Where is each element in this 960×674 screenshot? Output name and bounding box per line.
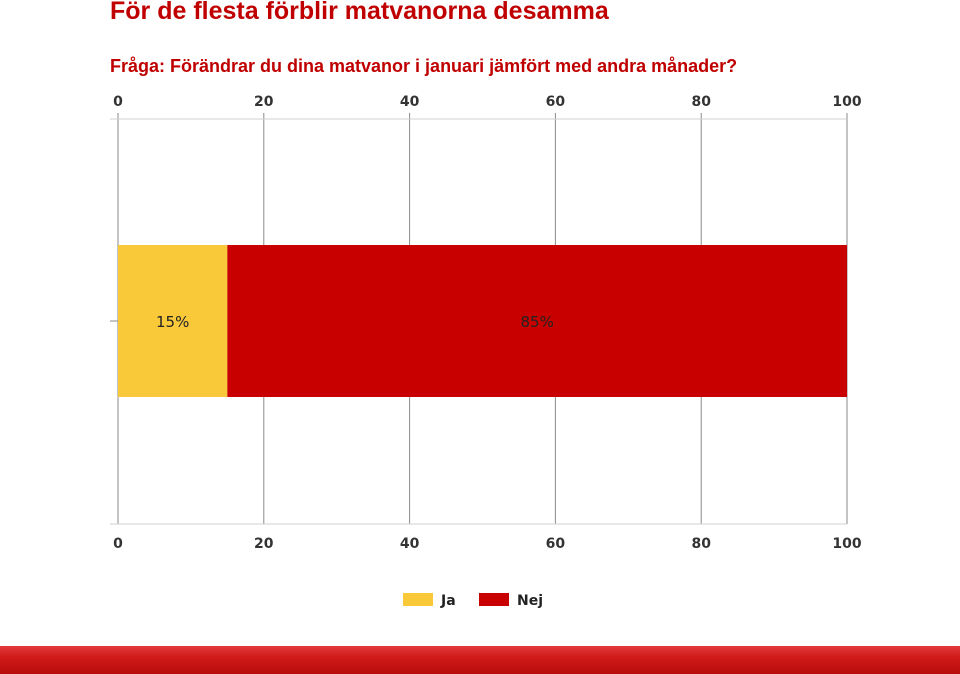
x-tick-label-bottom: 20 [254, 536, 274, 552]
x-tick-label-top: 80 [691, 94, 711, 110]
x-tick-label-top: 40 [400, 94, 420, 110]
page-title: För de flesta förblir matvanorna desamma [110, 0, 609, 25]
x-tick-label-top: 60 [546, 94, 566, 110]
bar-segment-ja [118, 245, 228, 397]
footer-bar [0, 646, 960, 674]
x-tick-label-bottom: 40 [400, 536, 420, 552]
bar-segment-nej [227, 245, 848, 397]
question-subtitle: Fråga: Förändrar du dina matvanor i janu… [110, 56, 738, 76]
legend-swatch-nej [479, 593, 509, 606]
x-tick-label-top: 0 [113, 94, 123, 110]
x-tick-label-top: 20 [254, 94, 274, 110]
x-tick-label-bottom: 100 [832, 536, 861, 552]
x-tick-label-bottom: 80 [691, 536, 711, 552]
stacked-bar-chart: 15% 85% 0 20 40 60 80 100 0 20 40 60 80 100 Ja Nej [110, 94, 862, 609]
legend-label-nej: Nej [517, 593, 543, 609]
bar-data-label: 85% [521, 313, 554, 331]
x-tick-label-top: 100 [832, 94, 861, 110]
legend-label-ja: Ja [440, 593, 456, 609]
legend-swatch-ja [403, 593, 433, 606]
x-tick-label-bottom: 0 [113, 536, 123, 552]
x-axis-bottom: 0 20 40 60 80 100 [113, 536, 862, 552]
chart-legend: Ja Nej [403, 593, 543, 609]
chart-bars: 15% 85% [118, 245, 848, 397]
x-tick-label-bottom: 60 [546, 536, 566, 552]
bar-data-label: 15% [156, 313, 189, 331]
x-axis-top: 0 20 40 60 80 100 [113, 94, 862, 110]
